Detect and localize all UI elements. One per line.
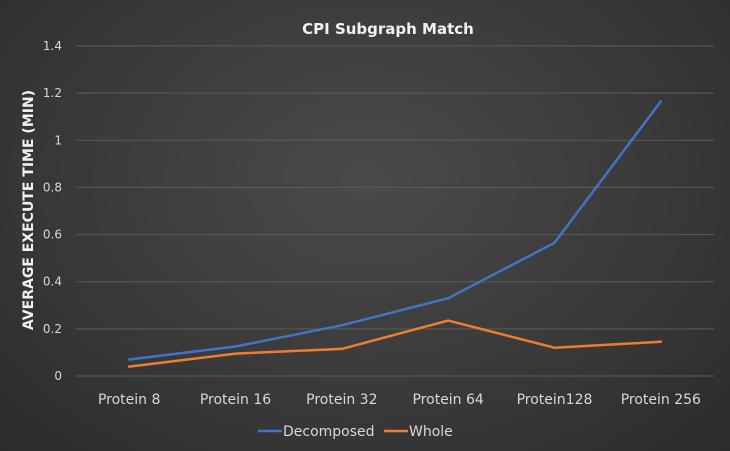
data-point-decomposed [553, 241, 556, 245]
data-point-whole [659, 340, 663, 344]
legend-label-whole: Whole [409, 424, 453, 440]
y-tick-label: 0.4 [43, 275, 62, 289]
x-tick-label: Protein 256 [621, 392, 701, 408]
y-tick-label: 0.8 [43, 180, 62, 194]
y-tick-label: 0.2 [43, 322, 62, 336]
series-line-decomposed [127, 100, 663, 361]
y-axis-ticks: 0 0.2 0.4 0.6 0.8 1 1.2 1.4 [43, 39, 62, 383]
x-tick-label: Protein 32 [306, 392, 377, 408]
data-point-decomposed [659, 100, 663, 103]
gridlines [76, 45, 714, 377]
x-tick-label: Protein 8 [98, 392, 160, 408]
x-tick-label: Protein 16 [200, 392, 271, 408]
data-point-whole [234, 352, 237, 355]
y-tick-label: 1.4 [43, 39, 62, 53]
legend-label-decomposed: Decomposed [283, 424, 375, 440]
x-tick-label: Protein128 [517, 392, 593, 408]
chart-title: CPI Subgraph Match [302, 20, 474, 38]
series-lines [127, 100, 663, 368]
data-point-whole [127, 365, 131, 368]
data-point-whole [553, 346, 556, 349]
data-point-decomposed [340, 324, 344, 327]
legend: Decomposed Whole [258, 424, 453, 440]
y-axis-label: AVERAGE EXECUTE TIME (MIN) [21, 90, 37, 330]
y-tick-label: 1 [54, 133, 62, 147]
y-tick-label: 0.6 [43, 228, 62, 242]
data-point-decomposed [127, 358, 131, 361]
y-tick-label: 0 [54, 369, 62, 383]
data-point-whole [340, 347, 344, 351]
data-point-decomposed [446, 297, 450, 300]
data-point-decomposed [234, 345, 237, 348]
x-tick-label: Protein 64 [412, 392, 483, 408]
x-axis-ticks: Protein 8 Protein 16 Protein 32 Protein 64 P… [98, 392, 701, 408]
data-point-whole [446, 319, 450, 322]
y-tick-label: 1.2 [43, 86, 62, 100]
series-line-whole [127, 319, 663, 368]
